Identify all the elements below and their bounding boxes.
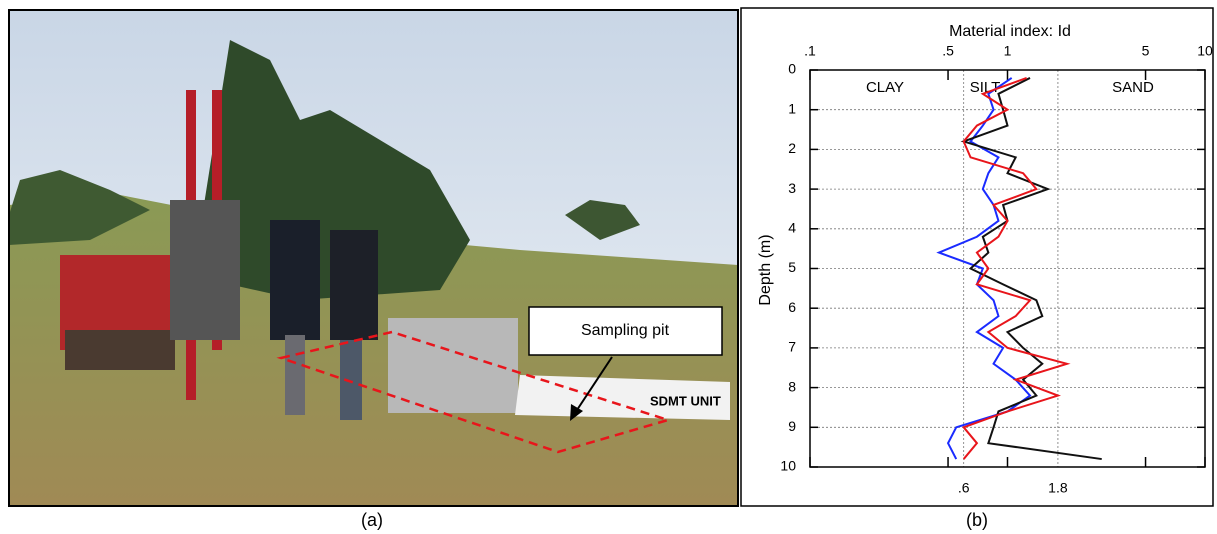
chart-frame [740, 7, 1214, 507]
y-tick-label: 6 [788, 299, 796, 315]
y-tick-label: 7 [788, 339, 796, 355]
caption: (b) [966, 510, 988, 530]
sign-text: SDMT UNIT [650, 393, 721, 408]
y-tick-label: 2 [788, 140, 796, 156]
chart-title: Material index: Id [949, 23, 1071, 40]
x-tick-label: 10 [1197, 43, 1213, 59]
x-tick-label: .5 [942, 43, 954, 59]
zone-label: SAND [1112, 79, 1154, 96]
y-tick-label: 0 [788, 61, 796, 77]
y-tick-label: 9 [788, 418, 796, 434]
y-tick-label: 8 [788, 378, 796, 394]
boundary-label: 1.8 [1048, 480, 1068, 496]
y-tick-label: 10 [780, 458, 796, 474]
y-tick-label: 1 [788, 100, 796, 116]
y-tick-label: 5 [788, 259, 796, 275]
caption: (a) [361, 510, 383, 530]
photo: SDMT UNIT Sampling pit [8, 9, 739, 507]
x-tick-label: 1 [1004, 43, 1012, 59]
series-line [960, 77, 1102, 461]
y-tick-label: 4 [788, 220, 796, 236]
x-tick-label: .1 [804, 43, 816, 59]
boundary-label: .6 [958, 480, 970, 496]
x-tick-label: 5 [1142, 43, 1150, 59]
plot-frame [809, 69, 1206, 468]
y-tick-label: 3 [788, 180, 796, 196]
y-axis-label: Depth (m) [757, 234, 774, 305]
series-line [962, 76, 1071, 460]
zone-label: CLAY [866, 79, 904, 96]
series-line [936, 77, 1032, 460]
callout-label: Sampling pit [581, 322, 670, 339]
